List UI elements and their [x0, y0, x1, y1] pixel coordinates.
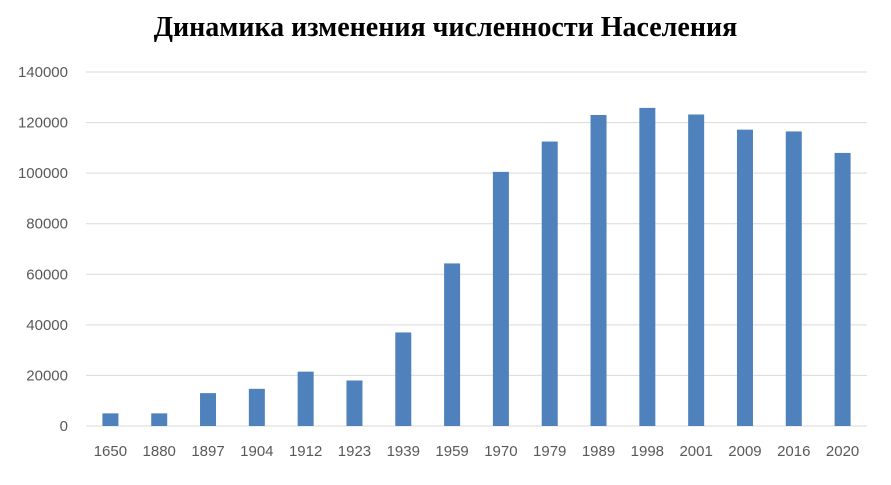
- x-tick-label: 1939: [387, 443, 420, 460]
- bar-2016: [785, 131, 802, 426]
- bar-1923: [346, 380, 363, 426]
- bar-2001: [688, 114, 705, 426]
- bar-1650: [102, 413, 119, 426]
- y-tick-label: 80000: [26, 216, 68, 233]
- x-tick-label: 2001: [679, 443, 712, 460]
- bar-2009: [736, 129, 753, 426]
- x-tick-label: 2009: [728, 443, 761, 460]
- x-axis-labels: 1650 1880 1897 1904 1912 1923 1939 1959 1970 1979…: [94, 443, 860, 460]
- bar-1880: [151, 413, 168, 426]
- x-tick-label: 1979: [533, 443, 566, 460]
- x-tick-label: 1998: [631, 443, 664, 460]
- x-tick-label: 1970: [484, 443, 517, 460]
- bar-1970: [492, 171, 509, 426]
- bar-1897: [200, 393, 217, 426]
- y-tick-label: 20000: [26, 367, 68, 384]
- y-tick-label: 140000: [18, 64, 68, 81]
- bar-1959: [444, 263, 461, 426]
- x-tick-label: 1989: [582, 443, 615, 460]
- x-tick-label: 1904: [240, 443, 273, 460]
- y-tick-label: 100000: [18, 165, 68, 182]
- x-tick-label: 1959: [435, 443, 468, 460]
- chart-title: Динамика изменения численности Населения: [153, 12, 738, 43]
- y-tick-label: 120000: [18, 115, 68, 132]
- x-tick-label: 1897: [191, 443, 224, 460]
- bars: [102, 107, 851, 427]
- bar-2020: [834, 152, 851, 426]
- y-axis-labels: 0 20000 40000 60000 80000 100000 120000 140000: [18, 64, 68, 435]
- x-tick-label: 2020: [826, 443, 859, 460]
- y-tick-label: 40000: [26, 317, 68, 334]
- x-tick-label: 1923: [338, 443, 371, 460]
- y-tick-label: 0: [60, 418, 68, 435]
- x-tick-label: 1912: [289, 443, 322, 460]
- bar-1939: [395, 332, 412, 426]
- bar-1904: [248, 388, 265, 426]
- bar-1998: [639, 107, 656, 427]
- x-tick-label: 1880: [143, 443, 176, 460]
- bar-1989: [590, 114, 607, 426]
- gridlines: [86, 71, 867, 427]
- y-tick-label: 60000: [26, 266, 68, 283]
- x-tick-label: 2016: [777, 443, 810, 460]
- x-tick-label: 1650: [94, 443, 127, 460]
- bar-1912: [297, 371, 314, 426]
- bar-1979: [541, 141, 558, 427]
